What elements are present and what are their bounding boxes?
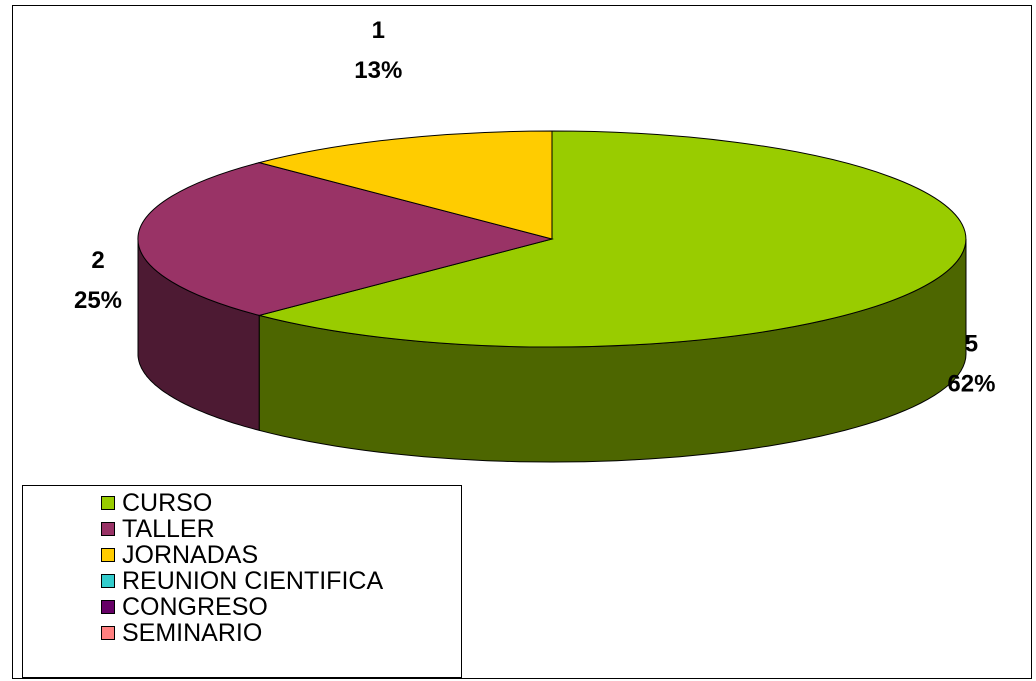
data-label-percent-jornadas: 13% <box>354 57 402 84</box>
data-label-percent-taller: 25% <box>74 287 122 314</box>
legend-item-taller: TALLER <box>23 516 461 542</box>
data-label-value-curso: 5 <box>965 330 978 357</box>
legend-item-seminario: SEMINARIO <box>23 620 461 646</box>
legend-label-seminario: SEMINARIO <box>122 619 263 647</box>
legend-label-taller: TALLER <box>122 515 215 543</box>
pie-slice-taller <box>137 162 554 316</box>
legend-swatch-curso <box>101 496 115 510</box>
legend-label-curso: CURSO <box>122 489 213 517</box>
legend-label-congreso: CONGRESO <box>122 593 268 621</box>
data-label-value-taller: 2 <box>91 247 104 274</box>
legend-label-reunion-cientifica: REUNION CIENTIFICA <box>122 567 384 595</box>
legend-swatch-seminario <box>101 626 115 640</box>
pie-slice-jornadas <box>257 130 553 240</box>
data-label-percent-curso: 62% <box>947 370 995 397</box>
legend-swatch-jornadas <box>101 548 115 562</box>
legend-swatch-taller <box>101 522 115 536</box>
legend-swatch-reunion-cientifica <box>101 574 115 588</box>
legend-label-jornadas: JORNADAS <box>122 541 259 569</box>
pie-slice-curso <box>257 130 967 348</box>
legend-item-congreso: CONGRESO <box>23 594 461 620</box>
data-label-value-jornadas: 1 <box>372 17 385 44</box>
legend-swatch-congreso <box>101 600 115 614</box>
legend-item-reunion-cientifica: REUNION CIENTIFICA <box>23 568 461 594</box>
legend-item-jornadas: JORNADAS <box>23 542 461 568</box>
legend-item-curso: CURSO <box>23 490 461 516</box>
legend: CURSO TALLER JORNADAS REUNION CIENTIFICA CON… <box>22 485 462 678</box>
